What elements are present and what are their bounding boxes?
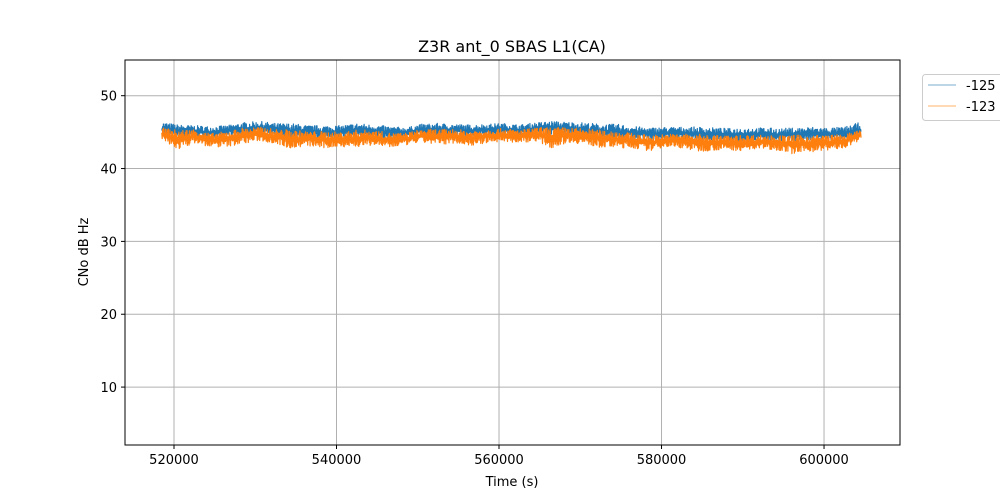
y-tick-label: 30 [100,235,117,250]
y-axis-label: CNo dB Hz [77,217,92,286]
y-tick-label: 20 [100,308,117,323]
x-axis-label: Time (s) [485,475,539,490]
chart-title: Z3R ant_0 SBAS L1(CA) [418,37,606,57]
legend-label-123: -123 [966,100,996,115]
legend: -125 -123 [922,74,1000,121]
ticks: 520000 540000 560000 580000 600000 10 20 30 40 50 [100,90,848,468]
x-tick-label: 560000 [474,453,524,468]
y-tick-label: 40 [100,163,117,178]
legend-label-125: -125 [966,79,996,94]
x-tick-label: 580000 [637,453,687,468]
x-tick-label: 600000 [799,453,849,468]
plot-frame [124,59,901,446]
series-group [161,121,862,155]
y-tick-label: 50 [100,90,117,105]
x-tick-label: 540000 [312,453,362,468]
x-tick-label: 520000 [149,453,199,468]
legend-box [922,74,1000,121]
grid [125,60,900,445]
series-line-neg123 [161,126,862,155]
y-tick-label: 10 [100,381,117,396]
